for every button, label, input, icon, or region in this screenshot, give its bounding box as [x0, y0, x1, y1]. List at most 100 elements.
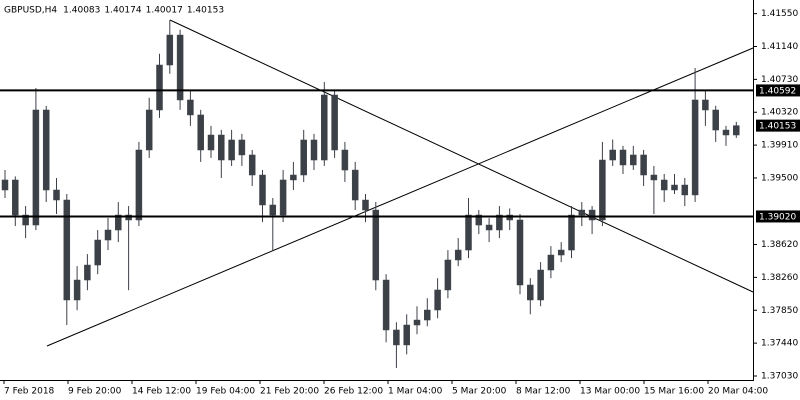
candle-body [681, 184, 689, 196]
candle-body [362, 199, 369, 211]
candle-body [372, 209, 380, 281]
candle-body [176, 34, 184, 101]
candle-body [568, 214, 575, 251]
header-value: 1.40083 [63, 6, 100, 16]
candle-body [516, 219, 524, 286]
x-tick-label: 5 Mar 20:00 [452, 387, 507, 397]
header-values: 1.40083 1.40174 1.40017 1.40153 [63, 6, 224, 16]
y-tick-label: 1.41550 [761, 9, 798, 19]
x-tick-label: 21 Feb 20:00 [260, 387, 319, 397]
header-value: 1.40174 [104, 6, 141, 16]
candle-body [197, 114, 204, 151]
candle-body [156, 64, 163, 111]
candle-body [238, 139, 246, 156]
candle-body [32, 109, 40, 226]
candle-body [640, 154, 647, 176]
price-box [756, 210, 800, 223]
candle-body [259, 174, 266, 206]
y-tick-label: 1.37440 [761, 339, 798, 349]
candle-body [187, 99, 194, 116]
candle-body [454, 249, 462, 261]
candle-body [207, 134, 215, 151]
candle-body [228, 139, 235, 161]
candle-body [300, 139, 307, 176]
candle-body [269, 204, 277, 216]
header-value: 1.40017 [146, 6, 183, 16]
candle-body [1, 179, 9, 191]
candle-body [279, 179, 287, 216]
candle-body [578, 209, 586, 216]
candle-body [321, 94, 328, 161]
header-value: 1.40153 [187, 6, 224, 16]
candle-body [506, 214, 513, 221]
candle-body [660, 179, 668, 191]
trend-line [46, 47, 754, 347]
candle-body [135, 149, 143, 221]
candle-body [166, 34, 174, 66]
price-box [756, 84, 800, 97]
candle-body [465, 214, 472, 251]
y-tick-label: 1.39500 [761, 173, 798, 183]
x-tick-label: 19 Feb 04:00 [196, 387, 255, 397]
x-tick-label: 13 Mar 00:00 [580, 387, 640, 397]
candle-body [485, 224, 493, 231]
candle-body [393, 329, 400, 346]
candle-body [527, 284, 534, 301]
candle-body [722, 129, 730, 136]
candle-body [547, 254, 555, 271]
x-tick-label: 20 Mar 04:00 [708, 387, 768, 397]
candle-body [537, 269, 544, 301]
candle-body [125, 214, 132, 221]
y-tick-label: 1.40320 [761, 108, 798, 118]
candle-body [434, 289, 441, 311]
candle-body [84, 264, 91, 281]
candle-body [702, 99, 709, 111]
candle-body [619, 149, 627, 166]
candle-body [475, 214, 483, 226]
price-box-label: 1.40153 [759, 122, 796, 132]
y-tick-label: 1.39910 [761, 141, 798, 151]
levels: 1.40592 1.39020 1.40153 [0, 84, 800, 223]
candle-body [496, 214, 503, 231]
candle-body [403, 324, 410, 346]
candle-body [290, 174, 297, 181]
candle-body [424, 309, 431, 321]
x-tick-label: 1 Mar 04:00 [388, 387, 443, 397]
candle-body [331, 94, 338, 151]
candle-body [94, 239, 101, 266]
candle-body [557, 249, 565, 256]
candle-body [22, 214, 29, 226]
x-tick-label: 9 Feb 20:00 [68, 387, 122, 397]
candle-body [53, 189, 60, 201]
candle-body [12, 179, 19, 216]
candle-body [351, 169, 359, 201]
y-tick-label: 1.38620 [761, 240, 798, 250]
candle-body [609, 149, 616, 161]
x-tick-label: 26 Feb 12:00 [324, 387, 383, 397]
candle-body [145, 109, 153, 151]
y-tick-label: 1.37030 [761, 371, 798, 381]
x-tick-label: 15 Mar 16:00 [644, 387, 704, 397]
candle-body [42, 109, 50, 191]
price-box [756, 119, 800, 132]
candle-body [413, 319, 421, 326]
candle-body [310, 139, 318, 161]
candle-body [218, 134, 225, 161]
candle-body [73, 279, 81, 301]
candle-body [115, 214, 122, 231]
candle-body [712, 109, 719, 131]
price-box-label: 1.39020 [759, 212, 796, 222]
candle-body [63, 199, 71, 301]
candle-body [341, 149, 349, 171]
candle-body [671, 184, 678, 191]
y-tick-label: 1.40730 [761, 75, 798, 85]
price-box-label: 1.40592 [759, 86, 796, 96]
candle-body [588, 209, 596, 221]
candle-body [733, 125, 740, 136]
y-tick-label: 1.41140 [761, 42, 798, 52]
candle-body [630, 154, 637, 166]
candles [1, 20, 740, 368]
